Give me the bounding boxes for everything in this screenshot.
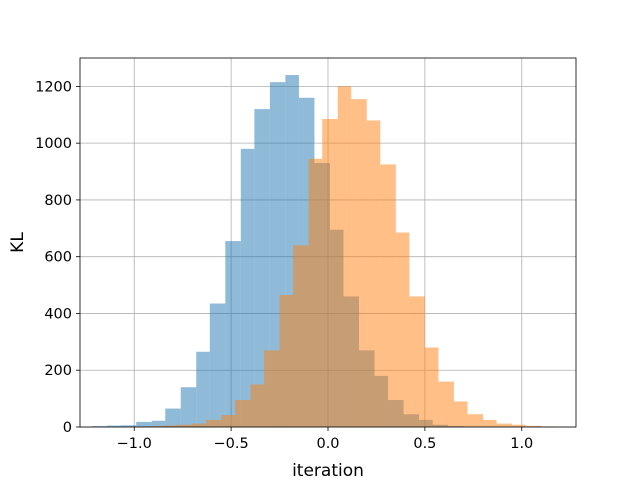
x-tick-label: −0.5 (214, 436, 249, 452)
histogram-bar-series-2 (250, 384, 265, 427)
histogram-bar-series-1 (254, 109, 270, 427)
histogram-bar-series-1 (107, 425, 121, 427)
histogram-bar-series-2 (366, 120, 381, 427)
histogram-bar-series-2 (308, 158, 323, 427)
x-tick-label: 1.0 (510, 436, 533, 452)
histogram-bar-series-2 (221, 415, 235, 427)
y-tick-label: 1200 (35, 79, 72, 95)
histogram-bar-series-2 (351, 99, 367, 428)
histogram-bar-series-2 (512, 424, 526, 427)
x-tick-label: −1.0 (117, 436, 152, 452)
histogram-bar-series-2 (163, 425, 177, 427)
histogram-bar-series-1 (91, 426, 108, 427)
histogram-bar-series-1 (151, 420, 166, 427)
histogram-bar-series-2 (496, 423, 513, 427)
y-tick-label: 200 (44, 363, 72, 379)
histogram-bar-series-2 (525, 425, 542, 427)
histogram-bar-series-2 (147, 426, 164, 427)
y-tick-label: 0 (63, 420, 72, 436)
y-tick-label: 400 (44, 306, 72, 322)
x-tick-label: 0.5 (413, 436, 436, 452)
histogram-bar-series-2 (279, 295, 294, 427)
histogram-bar-series-2 (293, 245, 309, 427)
histogram-bar-series-1 (225, 241, 241, 427)
histogram-bar-series-1 (209, 303, 226, 427)
y-axis-label: KL (8, 232, 28, 253)
y-tick-label: 600 (44, 250, 72, 266)
histogram-bar-series-2 (395, 232, 410, 427)
x-tick-label: 0.0 (316, 436, 339, 452)
histogram-bar-series-1 (136, 421, 152, 427)
histogram-bar-series-1 (165, 408, 181, 427)
histogram-bar-series-2 (322, 119, 338, 428)
histogram-bar-series-2 (235, 400, 251, 427)
histogram-bar-series-2 (483, 419, 497, 427)
histogram-bar-series-2 (176, 424, 193, 427)
histogram-bar-series-2 (409, 296, 425, 427)
x-axis-label: iteration (292, 461, 364, 480)
histogram-bar-series-2 (467, 414, 483, 427)
histogram-bar-series-1 (180, 387, 197, 427)
histogram-bars (91, 75, 555, 428)
histogram-bar-series-1 (120, 425, 137, 427)
histogram-bar-series-2 (453, 401, 468, 427)
histogram-bar-series-2 (192, 423, 206, 427)
y-axis-ticks: 0 200 400 600 800 1000 1200 (35, 79, 80, 436)
histogram-bar-series-2 (205, 419, 222, 427)
histogram-bar-series-1 (240, 148, 255, 428)
y-tick-label: 800 (44, 193, 72, 209)
x-axis-ticks: −1.0 −0.5 0.0 0.5 1.0 (117, 427, 533, 452)
histogram-bar-series-1 (196, 351, 210, 427)
histogram-bar-series-2 (264, 350, 280, 427)
histogram-bar-series-2 (380, 164, 396, 427)
y-tick-label: 1000 (35, 136, 72, 152)
histogram-bar-series-2 (337, 86, 352, 427)
histogram-bar-series-2 (424, 347, 439, 427)
histogram-bar-series-2 (438, 381, 454, 427)
